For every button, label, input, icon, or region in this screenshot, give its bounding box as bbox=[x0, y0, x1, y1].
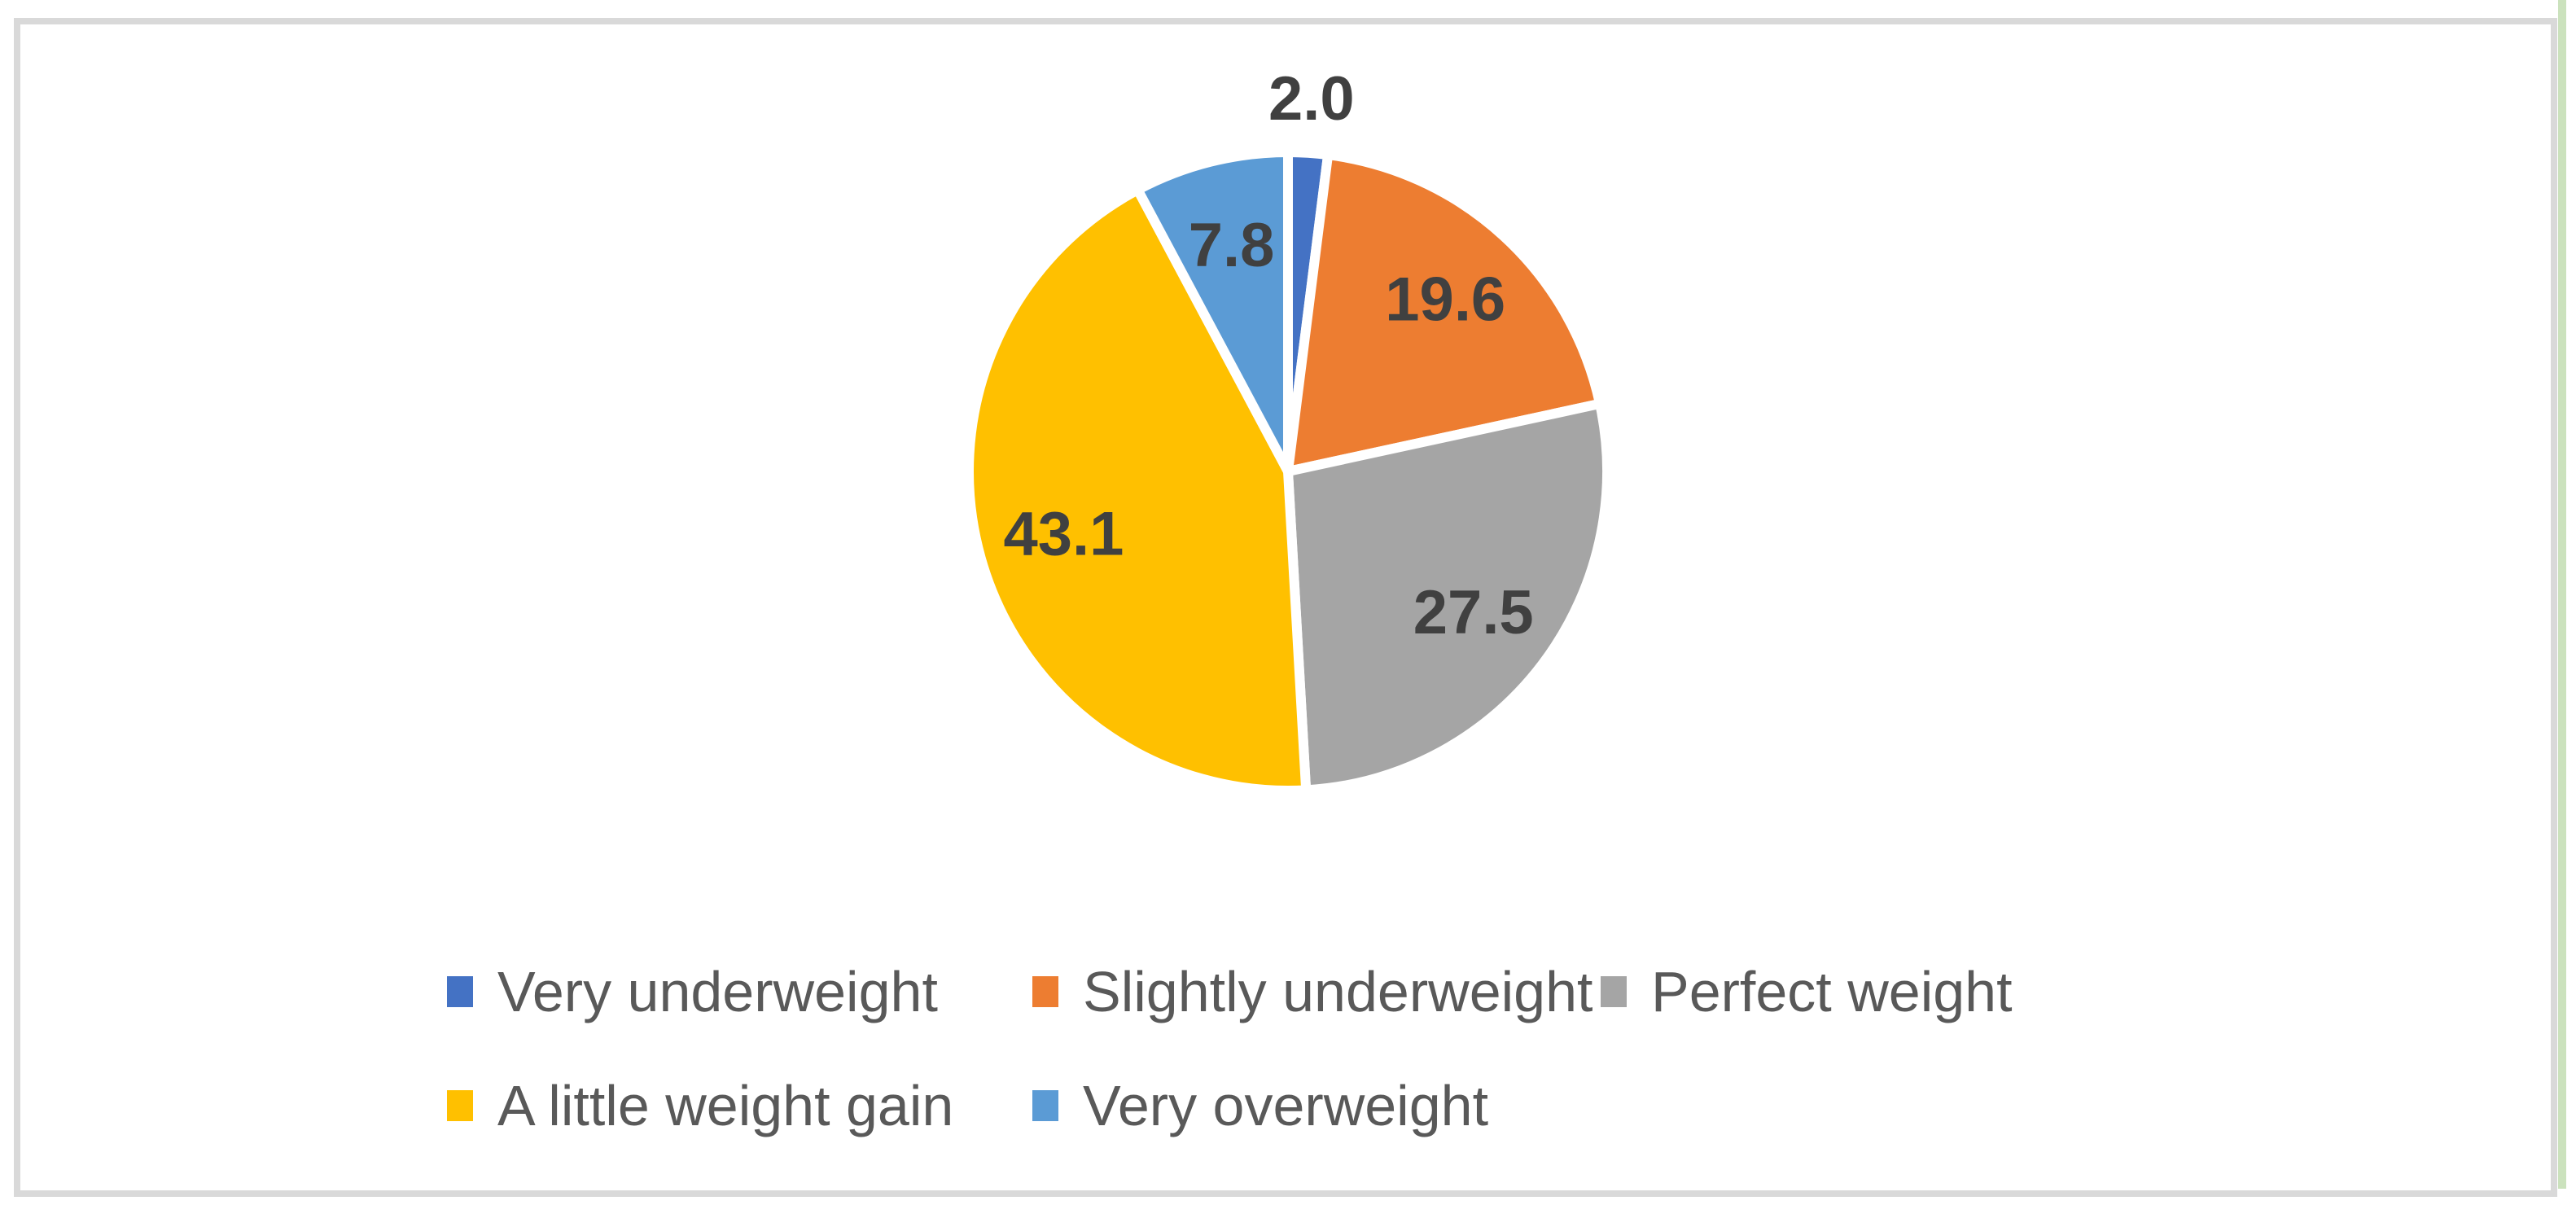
pie-slice-value-label: 7.8 bbox=[1189, 211, 1275, 280]
pie-slice-value-label: 19.6 bbox=[1385, 265, 1505, 334]
legend-marker-swatch bbox=[1032, 1090, 1058, 1121]
legend-marker-swatch bbox=[447, 1090, 473, 1121]
pie-slice-slightly-underweight bbox=[1281, 149, 1606, 478]
legend-marker-swatch bbox=[1601, 976, 1627, 1007]
legend-label: Very underweight bbox=[497, 960, 938, 1023]
pie-slice-perfect-weight bbox=[1282, 397, 1612, 795]
pie-slice-a-little-weight-gain bbox=[963, 183, 1312, 795]
legend-label: Perfect weight bbox=[1651, 960, 2013, 1023]
legend-marker-swatch bbox=[447, 976, 473, 1007]
legend-label: Slightly underweight bbox=[1083, 960, 1593, 1023]
legend-item-very-underweight: Very underweight bbox=[447, 961, 938, 1023]
legend-item-perfect-weight: Perfect weight bbox=[1601, 961, 2013, 1023]
legend-item-very-overweight: Very overweight bbox=[1032, 1075, 1488, 1137]
legend-label: A little weight gain bbox=[497, 1074, 954, 1137]
legend-item-slightly-underweight: Slightly underweight bbox=[1032, 961, 1592, 1023]
legend-label: Very overweight bbox=[1083, 1074, 1489, 1137]
legend-marker-swatch bbox=[1032, 976, 1058, 1007]
right-edge-highlight-strip bbox=[2558, 0, 2566, 1189]
pie-slice-value-label: 2.0 bbox=[1268, 64, 1355, 134]
legend-item-a-little-weight-gain: A little weight gain bbox=[447, 1075, 953, 1137]
pie-slice-very-overweight bbox=[1131, 147, 1293, 474]
pie-slice-value-label: 27.5 bbox=[1413, 578, 1534, 647]
pie-slice-value-label: 43.1 bbox=[1004, 500, 1124, 569]
